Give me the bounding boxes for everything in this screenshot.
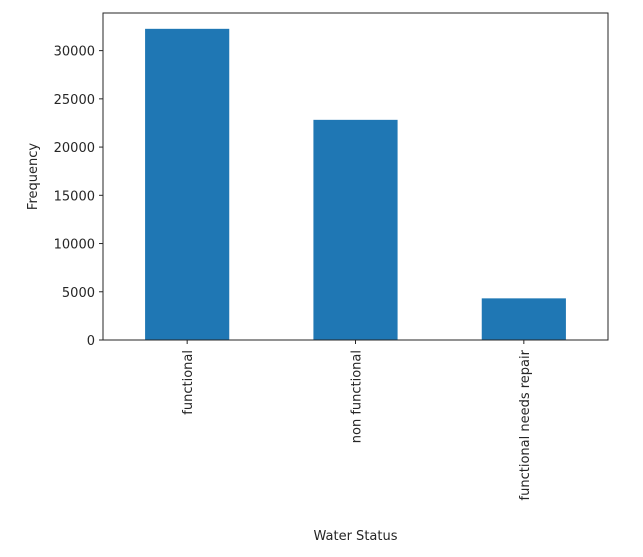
bar-functional-needs-repair [481, 298, 566, 340]
x-axis-ticks: functional non functional functional needs… [181, 340, 533, 500]
y-tick-label: 30000 [54, 45, 95, 60]
y-tick-label: 20000 [54, 141, 95, 156]
x-axis-label: Water Status [314, 529, 398, 544]
y-axis-label: Frequency [26, 143, 41, 210]
bar-functional [145, 28, 230, 341]
y-tick-label: 5000 [62, 286, 95, 301]
y-tick-label: 15000 [54, 189, 95, 204]
plot-frame [102, 12, 609, 341]
x-tick-label: functional needs repair [518, 349, 533, 500]
x-tick-label: functional [181, 350, 196, 415]
y-tick-label: 0 [87, 334, 95, 349]
bars-group [145, 28, 566, 341]
bar-non-functional [313, 119, 398, 340]
y-axis-ticks: 0 5000 10000 15000 20000 25000 30000 [54, 45, 103, 349]
x-tick-label: non functional [350, 350, 365, 443]
y-tick-label: 10000 [54, 238, 95, 253]
y-tick-label: 25000 [54, 93, 95, 108]
